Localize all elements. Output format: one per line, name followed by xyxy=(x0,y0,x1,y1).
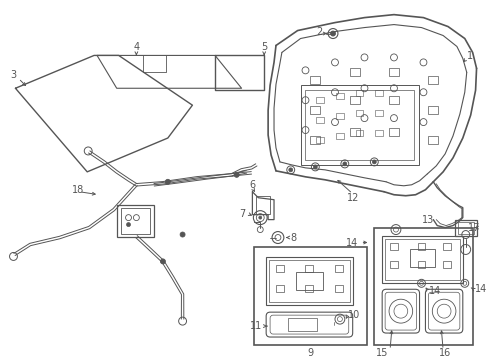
Bar xyxy=(310,106,320,114)
Bar xyxy=(349,68,359,76)
Bar xyxy=(335,93,343,99)
Bar xyxy=(382,235,462,283)
Bar xyxy=(275,285,283,292)
Bar xyxy=(374,110,383,116)
Text: 8: 8 xyxy=(290,233,296,243)
Bar xyxy=(268,260,349,302)
Bar xyxy=(316,137,324,143)
Circle shape xyxy=(288,168,292,172)
Bar xyxy=(373,228,472,345)
Circle shape xyxy=(342,162,346,166)
Circle shape xyxy=(165,179,170,184)
Bar xyxy=(442,243,450,251)
Bar xyxy=(374,130,383,136)
Bar xyxy=(265,257,352,305)
Bar xyxy=(454,220,476,235)
Bar xyxy=(335,113,343,119)
Bar xyxy=(442,261,450,268)
Text: 14: 14 xyxy=(346,238,358,248)
Text: 12: 12 xyxy=(346,193,358,203)
Circle shape xyxy=(160,259,165,264)
Text: 16: 16 xyxy=(438,348,450,358)
Bar xyxy=(417,261,425,268)
Bar xyxy=(427,136,437,144)
Text: 18: 18 xyxy=(71,185,83,195)
Bar xyxy=(316,97,324,103)
Bar xyxy=(305,90,413,160)
Bar xyxy=(275,265,283,273)
Bar xyxy=(374,90,383,96)
Bar xyxy=(305,285,313,292)
Text: 1: 1 xyxy=(466,51,472,62)
Circle shape xyxy=(371,160,375,164)
Bar xyxy=(254,247,366,345)
Text: 6: 6 xyxy=(249,180,255,190)
Bar xyxy=(388,68,398,76)
Circle shape xyxy=(313,165,317,169)
Bar xyxy=(287,318,317,331)
Bar xyxy=(335,133,343,139)
Text: 5: 5 xyxy=(261,42,267,53)
Text: 3: 3 xyxy=(11,70,17,80)
Bar xyxy=(427,76,437,84)
Bar xyxy=(355,130,363,136)
Bar xyxy=(385,239,459,280)
Text: 11: 11 xyxy=(249,321,262,331)
Bar xyxy=(349,128,359,136)
Bar xyxy=(310,136,320,144)
Bar xyxy=(305,265,313,273)
Circle shape xyxy=(126,222,130,226)
Text: 7: 7 xyxy=(239,209,245,219)
Bar xyxy=(457,222,473,234)
Bar xyxy=(117,205,154,237)
Bar xyxy=(388,96,398,104)
Circle shape xyxy=(330,31,335,36)
Text: 2: 2 xyxy=(315,27,322,37)
Bar xyxy=(310,76,320,84)
Bar xyxy=(334,265,342,273)
Bar xyxy=(389,261,397,268)
Bar xyxy=(121,208,150,234)
Bar xyxy=(389,243,397,251)
Text: 13: 13 xyxy=(422,215,434,225)
Text: 17: 17 xyxy=(467,222,480,233)
Bar xyxy=(388,128,398,136)
Circle shape xyxy=(234,172,239,177)
Bar xyxy=(334,285,342,292)
Text: 15: 15 xyxy=(375,348,387,358)
Text: 4: 4 xyxy=(133,42,139,53)
Bar xyxy=(427,106,437,114)
Bar xyxy=(300,85,418,165)
Circle shape xyxy=(258,216,261,219)
Bar xyxy=(316,117,324,123)
Text: 9: 9 xyxy=(307,348,313,358)
Bar xyxy=(295,273,323,290)
Bar xyxy=(349,96,359,104)
Text: 10: 10 xyxy=(347,310,359,320)
Bar xyxy=(256,196,269,213)
Bar xyxy=(417,243,425,251)
Bar xyxy=(355,110,363,116)
Bar xyxy=(355,90,363,96)
Text: 14: 14 xyxy=(428,286,441,296)
Circle shape xyxy=(180,232,184,237)
Bar xyxy=(409,249,434,267)
Text: 14: 14 xyxy=(474,284,486,294)
